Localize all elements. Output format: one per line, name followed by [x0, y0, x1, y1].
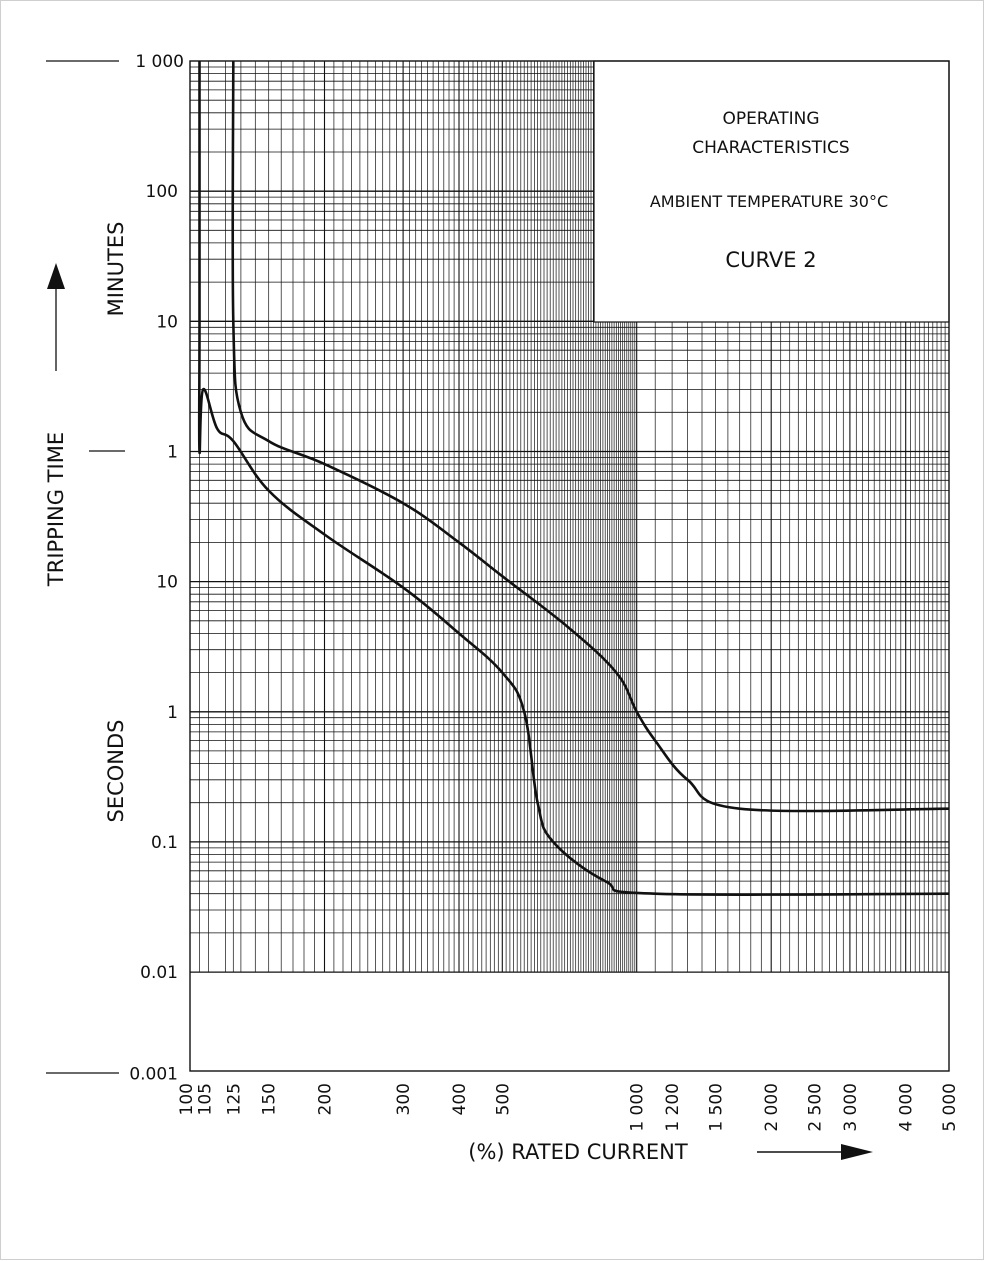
box-text-ambient: AMBIENT TEMPERATURE 30°C [650, 192, 888, 211]
x-tick-label: 5 000 [940, 1083, 960, 1132]
series-line-1 [197, 61, 950, 897]
x-axis-label: (%) RATED CURRENT [468, 1140, 688, 1164]
right-arrow-icon [841, 1144, 873, 1160]
y-tick-label: 1 000 [135, 52, 184, 72]
box-text-curve: CURVE 2 [725, 248, 816, 272]
x-tick-label: 400 [450, 1083, 470, 1115]
x-tick-label: 125 [224, 1083, 244, 1115]
plot-border [189, 60, 950, 1072]
x-tick-label: 100 [177, 1083, 197, 1115]
y-tick-label: 0.01 [140, 963, 178, 983]
x-tick-label: 105 [196, 1083, 216, 1115]
y-tick-label: 0.001 [129, 1065, 178, 1085]
up-arrow-icon [47, 263, 65, 289]
series-line-2 [231, 60, 950, 813]
x-tick-label: 3 000 [841, 1083, 861, 1132]
box-text-operating: OPERATING [722, 109, 819, 129]
x-tick-label: 4 000 [897, 1083, 917, 1132]
x-tick-label: 1 000 [628, 1083, 648, 1132]
x-tick-label: 2 000 [762, 1083, 782, 1132]
y-tick-label: 10 [156, 573, 178, 593]
y-axis-label: TRIPPING TIME [44, 432, 68, 587]
x-tick-label: 1 200 [663, 1083, 683, 1132]
y-tick-label: 10 [156, 312, 178, 332]
y-label-minutes: MINUTES [104, 222, 128, 317]
x-tick-label: 500 [493, 1083, 513, 1115]
x-tick-label: 2 500 [806, 1083, 826, 1132]
y-label-seconds: SECONDS [104, 719, 128, 822]
y-tick-label: 100 [146, 182, 178, 202]
x-tick-label: 150 [260, 1083, 280, 1115]
x-tick-label: 200 [316, 1083, 336, 1115]
box-text-characteristics: CHARACTERISTICS [692, 138, 849, 158]
info-box [593, 60, 950, 323]
y-tick-label: 1 [167, 703, 178, 723]
y-tick-label: 1 [167, 443, 178, 463]
x-tick-label: 300 [394, 1083, 414, 1115]
y-tick-label: 0.1 [151, 833, 178, 853]
x-tick-label: 1 500 [706, 1083, 726, 1132]
